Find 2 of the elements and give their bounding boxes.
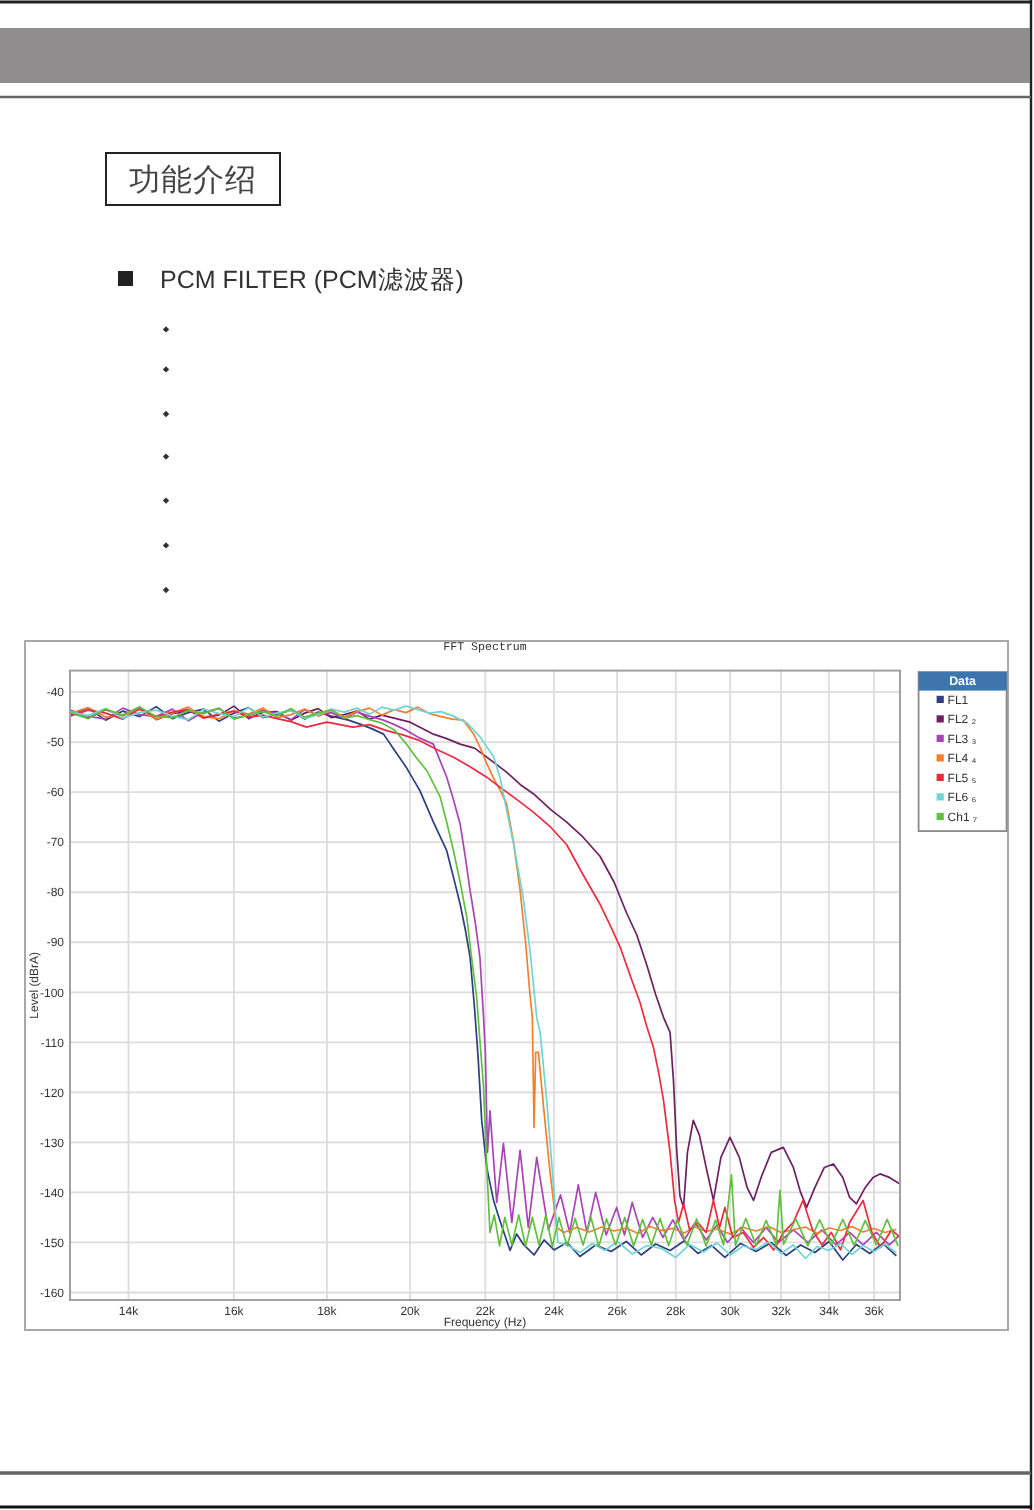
heading: 功能介绍	[129, 164, 257, 198]
section-heading: PCM FILTER (PCM滤波器)	[160, 266, 464, 294]
